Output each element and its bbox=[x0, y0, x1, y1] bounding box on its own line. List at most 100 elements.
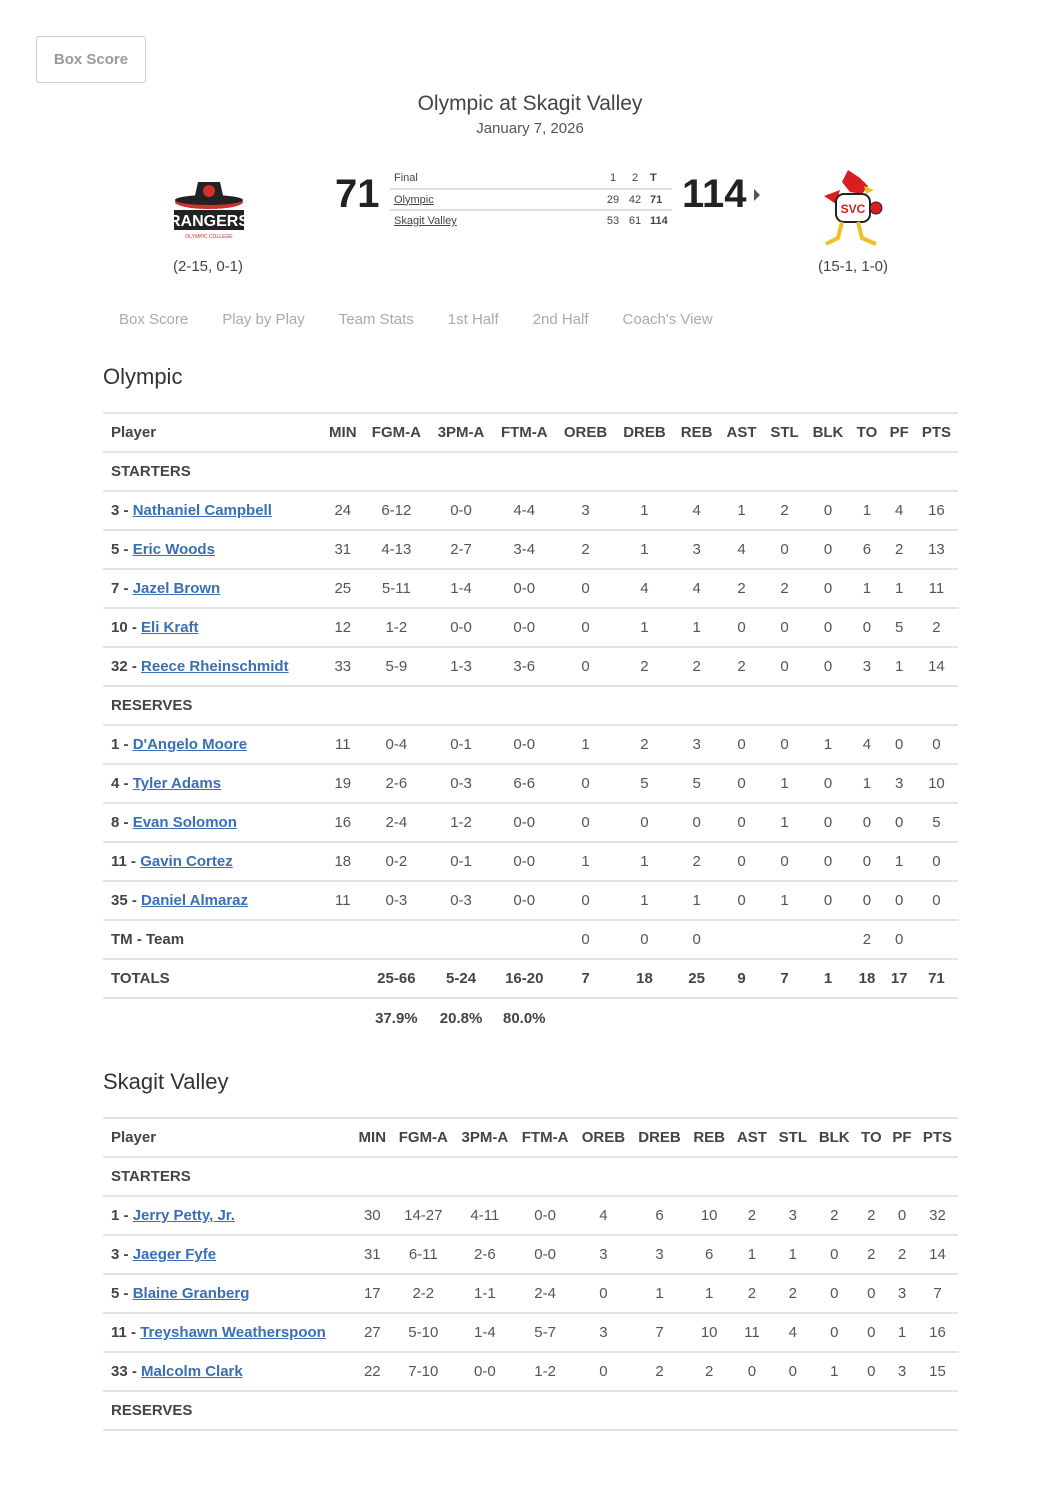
player-link[interactable]: Evan Solomon bbox=[132, 814, 237, 831]
stat-to: 0 bbox=[855, 1352, 888, 1392]
stat-pf: 1 bbox=[883, 842, 915, 882]
stat-pts: 0 bbox=[914, 842, 958, 882]
stat-fgma: 1-2 bbox=[363, 608, 430, 648]
column-header-dreb[interactable]: DREB bbox=[631, 1118, 688, 1158]
player-link[interactable]: Treyshawn Weatherspoon bbox=[140, 1324, 326, 1341]
player-link[interactable]: D'Angelo Moore bbox=[132, 736, 248, 753]
column-header-ftma[interactable]: FTM-A bbox=[492, 413, 556, 453]
column-header-to[interactable]: TO bbox=[855, 1118, 888, 1158]
player-link[interactable]: Eric Woods bbox=[132, 541, 215, 558]
stat-blk: 0 bbox=[805, 608, 851, 648]
box-score-button[interactable]: Box Score bbox=[36, 36, 146, 83]
home-team-logo[interactable]: SVC bbox=[818, 168, 888, 253]
stat-fgma: 6-11 bbox=[391, 1235, 455, 1275]
player-link[interactable]: Jazel Brown bbox=[132, 580, 221, 597]
tab-2nd-half[interactable]: 2nd Half bbox=[532, 311, 589, 328]
stat-to: 3 bbox=[850, 647, 884, 687]
jersey-number: 1 bbox=[111, 1207, 120, 1224]
player-link[interactable]: Blaine Granberg bbox=[132, 1285, 250, 1302]
stat-ftma: 1-2 bbox=[514, 1352, 576, 1392]
section-label: RESERVES bbox=[103, 1391, 958, 1431]
column-header-player[interactable]: Player bbox=[103, 413, 323, 453]
column-header-min[interactable]: MIN bbox=[352, 1118, 392, 1158]
player-link[interactable]: Gavin Cortez bbox=[140, 853, 233, 870]
tab-play-by-play[interactable]: Play by Play bbox=[222, 311, 305, 328]
column-header-stl[interactable]: STL bbox=[763, 413, 806, 453]
player-link[interactable]: Reece Rheinschmidt bbox=[141, 658, 289, 675]
player-link[interactable]: Malcolm Clark bbox=[141, 1363, 243, 1380]
stat-ast: 0 bbox=[731, 1352, 773, 1392]
stat-pts: 13 bbox=[914, 530, 958, 570]
stat-dreb: 1 bbox=[615, 842, 674, 882]
column-header-ftma[interactable]: FTM-A bbox=[514, 1118, 576, 1158]
stat-stl: 2 bbox=[772, 1274, 813, 1314]
stat-oreb: 0 bbox=[575, 1274, 632, 1314]
player-link[interactable]: Tyler Adams bbox=[132, 775, 222, 792]
column-header-ast[interactable]: AST bbox=[731, 1118, 773, 1158]
stat-to: 0 bbox=[850, 608, 884, 648]
tab-1st-half[interactable]: 1st Half bbox=[447, 311, 499, 328]
stat-fgma: 6-12 bbox=[363, 491, 430, 531]
player-link[interactable]: Jerry Petty, Jr. bbox=[132, 1207, 235, 1224]
player-row: 1 - Jerry Petty, Jr. 30 14-27 4-11 0-0 4 6 10 2 3… bbox=[103, 1196, 958, 1236]
stat-blk: 0 bbox=[805, 764, 851, 804]
column-header-fgma[interactable]: FGM-A bbox=[363, 413, 430, 453]
column-header-fgma[interactable]: FGM-A bbox=[391, 1118, 455, 1158]
player-row: 33 - Malcolm Clark 22 7-10 0-0 1-2 0 2 2 0 0 1 0 3 15 bbox=[103, 1352, 958, 1392]
home-team-link[interactable]: Skagit Valley bbox=[394, 215, 457, 227]
player-link[interactable]: Daniel Almaraz bbox=[141, 892, 249, 909]
column-header-blk[interactable]: BLK bbox=[812, 1118, 856, 1158]
player-link[interactable]: Jaeger Fyfe bbox=[132, 1246, 217, 1263]
stat-dreb: 1 bbox=[615, 608, 674, 648]
stat-oreb: 0 bbox=[555, 764, 616, 804]
player-link[interactable]: Nathaniel Campbell bbox=[132, 502, 272, 519]
away-team-link[interactable]: Olympic bbox=[394, 193, 434, 206]
section-row: STARTERS bbox=[103, 1157, 958, 1197]
stat-fgma: 7-10 bbox=[391, 1352, 455, 1392]
tab-coachs-view[interactable]: Coach's View bbox=[622, 311, 713, 328]
column-header-ast[interactable]: AST bbox=[719, 413, 764, 453]
stat-reb: 10 bbox=[687, 1313, 731, 1353]
column-header-pf[interactable]: PF bbox=[883, 413, 915, 453]
tab-team-stats[interactable]: Team Stats bbox=[338, 311, 414, 328]
column-header-blk[interactable]: BLK bbox=[805, 413, 851, 453]
column-header-pts[interactable]: PTS bbox=[916, 1118, 958, 1158]
stat-blk: 0 bbox=[805, 881, 851, 921]
stat-reb: 25 bbox=[673, 959, 720, 999]
tab-box-score[interactable]: Box Score bbox=[119, 311, 189, 328]
column-header-min[interactable]: MIN bbox=[322, 413, 364, 453]
pct-fgma: 37.9% bbox=[375, 1009, 418, 1027]
player-link[interactable]: Eli Kraft bbox=[141, 619, 199, 636]
stat-dreb: 5 bbox=[615, 764, 674, 804]
stat-reb: 3 bbox=[673, 530, 720, 570]
header-row: Player MIN FGM-A 3PM-A FTM-A OREB DREB REB AST ST… bbox=[103, 413, 958, 453]
column-header-3pma[interactable]: 3PM-A bbox=[429, 413, 493, 453]
column-header-dreb[interactable]: DREB bbox=[615, 413, 674, 453]
column-header-pts[interactable]: PTS bbox=[914, 413, 958, 453]
away-team-logo[interactable]: RANGERS OLYMPIC COLLEGE bbox=[169, 178, 249, 247]
column-header-reb[interactable]: REB bbox=[673, 413, 720, 453]
stat-to: 0 bbox=[850, 842, 884, 882]
column-header-to[interactable]: TO bbox=[850, 413, 884, 453]
column-header-player[interactable]: Player bbox=[103, 1118, 353, 1158]
stat-pts: 10 bbox=[914, 764, 958, 804]
stat-dreb: 2 bbox=[615, 647, 674, 687]
stat-pf: 0 bbox=[883, 881, 915, 921]
column-header-stl[interactable]: STL bbox=[772, 1118, 813, 1158]
stat-to: 0 bbox=[855, 1313, 888, 1353]
stat-fgma: 2-6 bbox=[363, 764, 430, 804]
column-header-oreb[interactable]: OREB bbox=[555, 413, 616, 453]
stat-dreb: 1 bbox=[615, 881, 674, 921]
column-header-pf[interactable]: PF bbox=[887, 1118, 917, 1158]
separator: - bbox=[119, 1246, 133, 1263]
jersey-number: 7 bbox=[111, 580, 120, 597]
home-record: (15-1, 1-0) bbox=[817, 258, 889, 275]
column-header-3pma[interactable]: 3PM-A bbox=[454, 1118, 515, 1158]
stat-blk: 0 bbox=[805, 569, 851, 609]
player-row: 4 - Tyler Adams 19 2-6 0-3 6-6 0 5 5 0 1 0 1 3 10 bbox=[103, 764, 958, 804]
stat-stl: 4 bbox=[772, 1313, 813, 1353]
column-header-reb[interactable]: REB bbox=[687, 1118, 731, 1158]
column-header-oreb[interactable]: OREB bbox=[575, 1118, 632, 1158]
stat-3pma: 0-0 bbox=[429, 491, 493, 531]
stat-ftma: 5-7 bbox=[514, 1313, 576, 1353]
